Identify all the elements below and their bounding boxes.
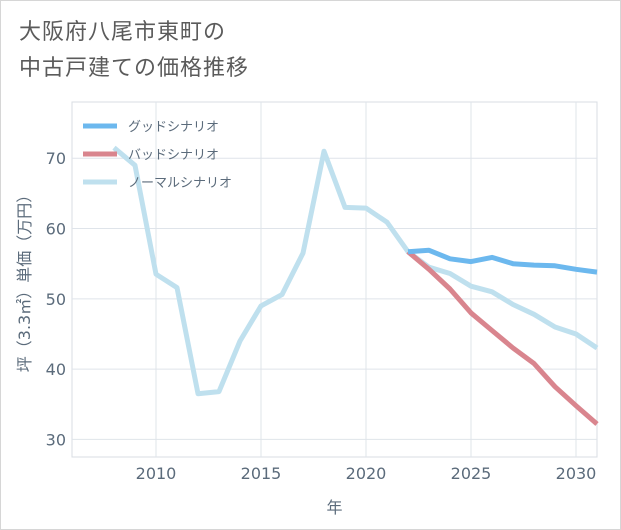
series-line-0 (407, 247, 598, 275)
x-tick-label-2010: 2010 (136, 464, 177, 483)
legend-label-0: グッドシナリオ (128, 120, 219, 135)
x-tick-label-2015: 2015 (241, 464, 282, 483)
x-tick-label-2025: 2025 (451, 464, 492, 483)
x-tick-label-2020: 2020 (346, 464, 387, 483)
series-line-1 (406, 249, 599, 426)
plot-area (71, 101, 598, 458)
y-tick-label-70: 70 (46, 149, 66, 168)
chart-title-line-2: 中古戸建ての価格推移 (19, 56, 250, 81)
y-tick-label-40: 40 (46, 360, 66, 379)
legend-label-2: ノーマルシナリオ (128, 176, 232, 191)
chart-title: 大阪府八尾市東町の 中古戸建ての価格推移 (19, 15, 249, 87)
chart-title-line-1: 大阪府八尾市東町の (19, 20, 227, 45)
series-line-2 (112, 145, 599, 397)
y-tick-label-60: 60 (46, 220, 66, 239)
y-tick-label-50: 50 (46, 290, 66, 309)
y-tick-label-30: 30 (46, 430, 66, 449)
y-axis-title: 坪（3.3㎡）単価（万円） (15, 187, 34, 372)
x-axis-title: 年 (326, 498, 342, 517)
x-tick-label-2030: 2030 (556, 464, 597, 483)
legend-label-1: バッドシナリオ (128, 148, 219, 163)
